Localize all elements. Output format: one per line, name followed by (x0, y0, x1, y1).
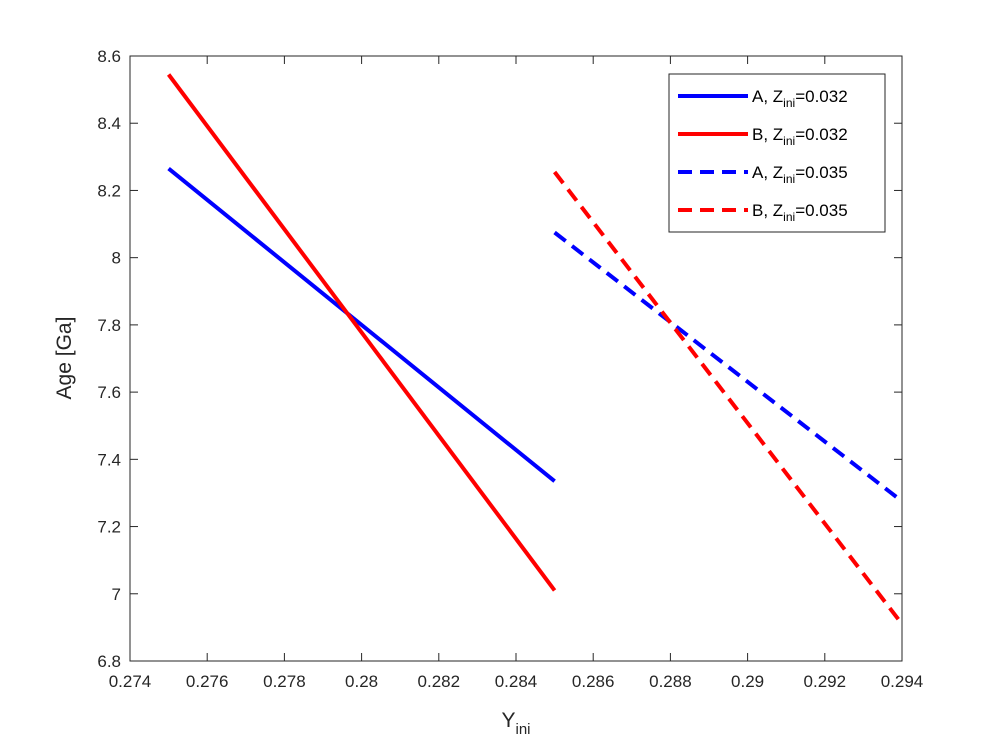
y-tick-label: 7.6 (97, 383, 121, 402)
y-tick-label: 8.2 (97, 181, 121, 200)
series-layer (166, 73, 904, 626)
x-tick-label: 0.29 (731, 672, 764, 691)
y-tick-label: 8.6 (97, 47, 121, 66)
legend-label-2: B, Zini=0.032 (752, 125, 848, 148)
legend: A, Zini=0.032 B, Zini=0.032 A, Zini=0.035 B… (668, 73, 886, 233)
y-tick-label: 6.8 (97, 652, 121, 671)
x-axis-label: Yini (501, 709, 530, 738)
series-line-3 (553, 230, 904, 503)
legend-label-3: A, Zini=0.035 (752, 163, 848, 186)
ticks-layer: 0.274 0.276 0.278 0.28 0.282 0.284 0.286 0.288 0… (97, 47, 923, 691)
x-tick-label: 0.282 (418, 672, 461, 691)
x-tick-label: 0.292 (804, 672, 847, 691)
y-tick-label: 8 (112, 249, 121, 268)
legend-label-4: B, Zini=0.035 (752, 201, 848, 224)
x-tick-label: 0.278 (263, 672, 306, 691)
series-line-1 (167, 167, 556, 483)
y-tick-label: 7.4 (97, 450, 121, 469)
x-tick-label: 0.288 (649, 672, 692, 691)
y-tick-label: 7.2 (97, 518, 121, 537)
x-tick-label: 0.284 (495, 672, 538, 691)
x-tick-label: 0.28 (345, 672, 378, 691)
x-tick-label: 0.276 (186, 672, 229, 691)
legend-label-1: A, Zini=0.032 (752, 87, 848, 110)
x-tick-label: 0.294 (881, 672, 924, 691)
y-tick-label: 7.8 (97, 316, 121, 335)
y-tick-label: 8.4 (97, 114, 121, 133)
series-line-2 (166, 73, 557, 592)
x-tick-label: 0.274 (109, 672, 152, 691)
series-line-4 (553, 170, 904, 626)
legend-box (668, 73, 886, 233)
y-axis-label: Age [Ga] (53, 317, 76, 400)
y-tick-label: 7 (112, 585, 121, 604)
x-tick-label: 0.286 (572, 672, 615, 691)
